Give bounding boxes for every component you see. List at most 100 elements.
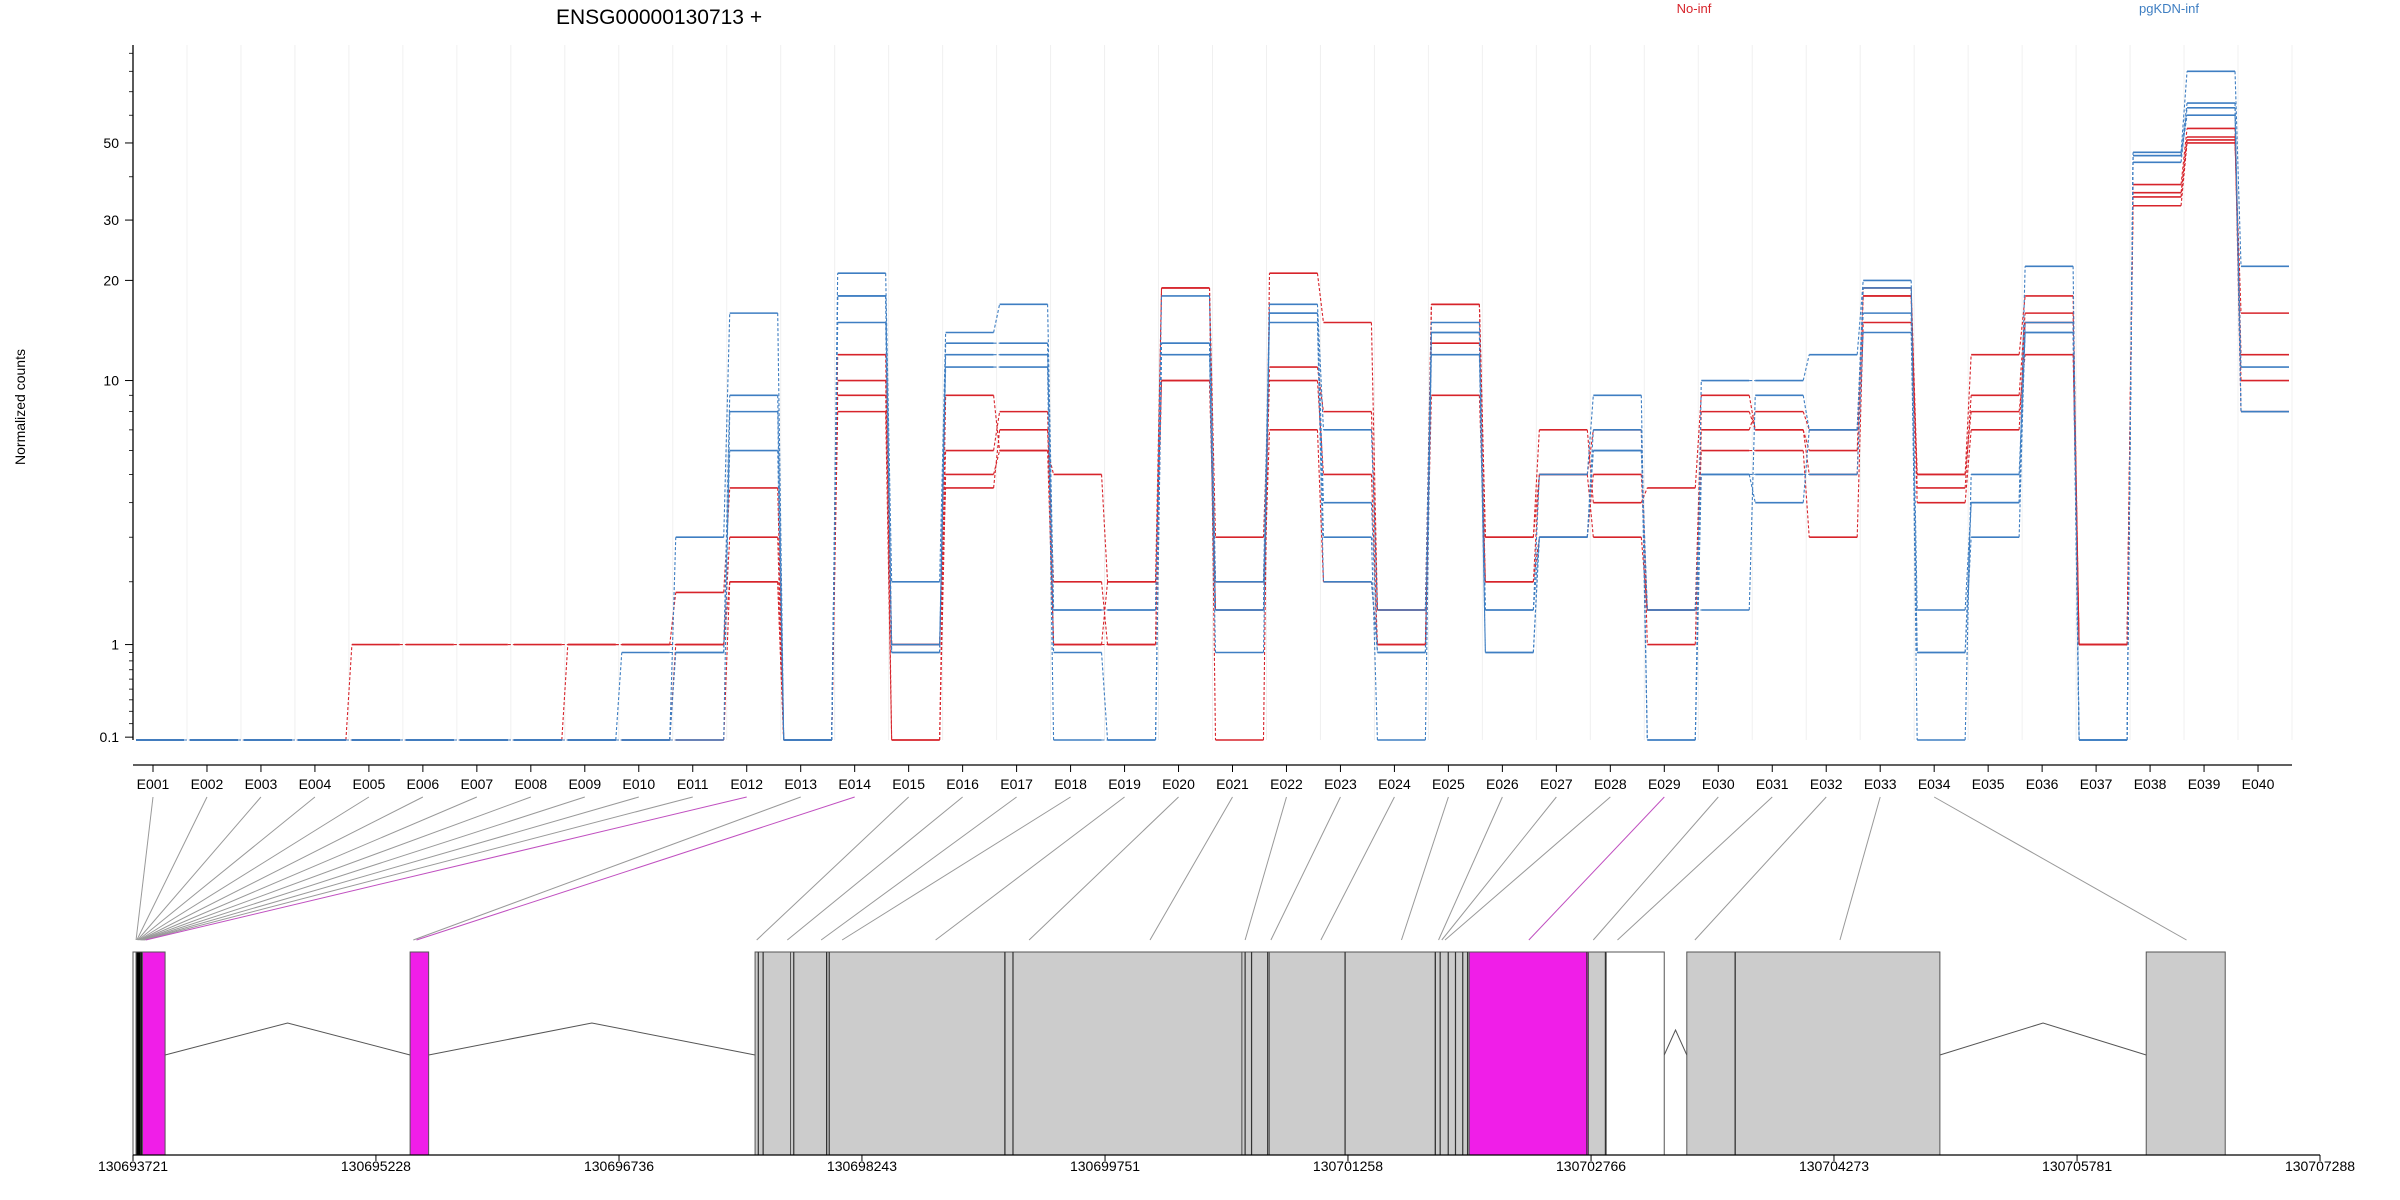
exon-connector — [142, 796, 585, 941]
x-tick-label: E029 — [1648, 776, 1681, 792]
x-tick-label: E001 — [137, 776, 170, 792]
exon-block — [1686, 951, 1736, 1156]
exon-connector — [145, 796, 747, 941]
x-tick-label: E022 — [1270, 776, 1303, 792]
axes — [132, 45, 2292, 766]
exon-connector — [1528, 796, 1665, 941]
x-tick-label: E031 — [1756, 776, 1789, 792]
exon-block — [1004, 951, 1243, 1156]
x-tick-label: E008 — [514, 776, 547, 792]
exon-connector — [141, 796, 531, 941]
exon-connector — [139, 796, 370, 941]
exon-block — [1241, 951, 1270, 1156]
exon-connector — [416, 796, 855, 941]
series-layer — [136, 70, 2289, 741]
x-tick-label: E003 — [245, 776, 278, 792]
exon-connector — [1617, 796, 1773, 941]
exon-block — [409, 951, 430, 1156]
y-tick-label: 50 — [103, 135, 119, 151]
genome-tick-label: 130702766 — [1556, 1158, 1626, 1174]
exon-block — [1468, 951, 1589, 1156]
series-transition — [183, 107, 2242, 741]
exon-connector — [1401, 796, 1449, 941]
exon-connector — [413, 796, 801, 941]
exon-connector — [1444, 796, 1611, 941]
x-tick-label: E019 — [1108, 776, 1141, 792]
x-tick-label: E005 — [353, 776, 386, 792]
exon-connector — [135, 796, 154, 941]
exon-connector — [1933, 796, 2187, 941]
genome-tick-label: 130695228 — [341, 1158, 411, 1174]
x-tick-label: E027 — [1540, 776, 1573, 792]
x-tick-label: E011 — [677, 776, 709, 792]
chart-title: ENSG00000130713 + — [556, 6, 762, 29]
x-tick-label: E030 — [1702, 776, 1735, 792]
exon-block — [1587, 951, 1607, 1156]
exon-connectors — [135, 796, 2187, 941]
genome-tick-label: 130693721 — [98, 1158, 168, 1174]
x-tick-label: E007 — [460, 776, 493, 792]
legend-pgkdn-inf: pgKDN-inf — [2139, 1, 2199, 16]
genome-axis-ticks: 130693721 130695228 130696736 130698243 1306… — [98, 1154, 2355, 1174]
exon-block — [1605, 951, 1665, 1156]
exon-connector — [1839, 796, 1881, 941]
exon-connector — [1438, 796, 1503, 941]
intron-line — [1939, 1022, 2147, 1056]
x-tick-label: E002 — [191, 776, 224, 792]
x-tick-label: E013 — [784, 776, 817, 792]
genome-tick-label: 130705781 — [2042, 1158, 2112, 1174]
exon-connector — [138, 796, 316, 941]
x-tick-label: E014 — [838, 776, 871, 792]
x-tick-label: E039 — [2188, 776, 2221, 792]
x-tick-label: E025 — [1432, 776, 1465, 792]
exon-connector — [1028, 796, 1179, 941]
x-tick-label: E028 — [1594, 776, 1627, 792]
genome-tick-label: 130696736 — [584, 1158, 654, 1174]
exon-connector — [820, 796, 1017, 941]
exon-connector — [1149, 796, 1233, 941]
genome-tick-label: 130701258 — [1313, 1158, 1383, 1174]
exon-block — [2145, 951, 2226, 1156]
exon-block — [826, 951, 1006, 1156]
x-tick-label: E033 — [1864, 776, 1897, 792]
exon-connector — [136, 796, 208, 941]
exon-block — [790, 951, 828, 1156]
x-tick-label: E035 — [1972, 776, 2005, 792]
x-tick-label: E026 — [1486, 776, 1519, 792]
x-tick-label: E012 — [730, 776, 763, 792]
x-tick-label: E020 — [1162, 776, 1195, 792]
exon-connector — [935, 796, 1125, 941]
x-tick-label: E015 — [892, 776, 925, 792]
intron-line — [1663, 1028, 1688, 1056]
x-tick-label: E010 — [622, 776, 655, 792]
exon-connector — [756, 796, 909, 941]
y-tick-label: 30 — [103, 212, 119, 228]
x-tick-label: E024 — [1378, 776, 1411, 792]
x-tick-label: E038 — [2134, 776, 2167, 792]
x-tick-label: E006 — [407, 776, 440, 792]
intron-line — [428, 1022, 756, 1056]
x-tick-label: E032 — [1810, 776, 1843, 792]
exon-connector — [139, 796, 424, 941]
y-axis-label: Normalized counts — [12, 349, 28, 465]
x-tick-label: E040 — [2242, 776, 2275, 792]
exon-block — [1268, 951, 1346, 1156]
x-tick-label: E021 — [1216, 776, 1249, 792]
exon-block — [135, 951, 144, 1156]
exon-connector — [143, 796, 639, 941]
y-tick-label: 0.1 — [100, 729, 120, 745]
x-tick-label: E034 — [1918, 776, 1951, 792]
exon-connector — [786, 796, 963, 941]
exon-connector — [841, 796, 1071, 941]
exon-connector — [1270, 796, 1341, 941]
genome-tick-label: 130698243 — [827, 1158, 897, 1174]
intron-line — [164, 1022, 411, 1056]
genome-tick-label: 130699751 — [1070, 1158, 1140, 1174]
exon-connector — [1320, 796, 1395, 941]
x-tick-label: E023 — [1324, 776, 1357, 792]
y-axis-ticks: 0.1 1 10 20 30 50 — [100, 52, 133, 745]
x-tick-label: E018 — [1054, 776, 1087, 792]
x-tick-label: E016 — [946, 776, 979, 792]
x-axis-ticks: E001 E002 E003 E004 E005 E006 E007 E008 E009 E010… — [137, 765, 2275, 792]
exon-block — [142, 951, 166, 1156]
